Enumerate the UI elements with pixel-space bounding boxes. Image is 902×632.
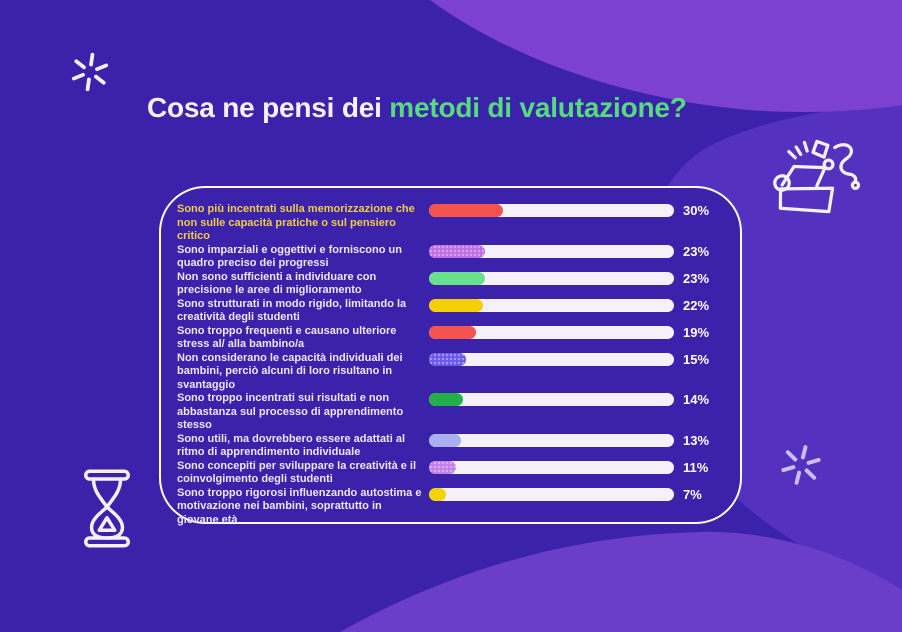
page-title: Cosa ne pensi dei metodi di valutazione? bbox=[147, 92, 767, 124]
option-percentage: 15% bbox=[683, 351, 710, 367]
bar-track bbox=[429, 352, 674, 366]
bar-track bbox=[429, 204, 674, 217]
poll-option-row: Non sono sufficienti a individuare con p… bbox=[177, 271, 726, 298]
bar-track bbox=[429, 298, 674, 312]
title-highlight: metodi di valutazione? bbox=[389, 92, 687, 123]
option-percentage: 23% bbox=[683, 243, 710, 259]
poll-option-row: Sono strutturati in modo rigido, limitan… bbox=[177, 298, 726, 325]
poll-option-row: Non considerano le capacità individuali … bbox=[177, 352, 726, 393]
poll-list: Sono più incentrati sulla memorizzazione… bbox=[161, 188, 740, 526]
option-label: Sono più incentrati sulla memorizzazione… bbox=[177, 203, 415, 242]
option-percentage: 30% bbox=[683, 203, 710, 218]
poll-option-row: Sono concepiti per sviluppare la creativ… bbox=[177, 460, 726, 487]
bar-fill bbox=[429, 204, 503, 217]
bar-fill bbox=[429, 393, 464, 406]
option-percentage: 23% bbox=[683, 270, 710, 286]
bar-track bbox=[429, 271, 674, 285]
bar-fill bbox=[429, 433, 461, 447]
bar-fill bbox=[429, 352, 466, 366]
option-label: Sono strutturati in modo rigido, limitan… bbox=[177, 297, 407, 324]
option-label: Non considerano le capacità individuali … bbox=[177, 351, 403, 391]
bar-fill bbox=[429, 325, 476, 339]
option-label: Sono troppo incentrati sui risultati e n… bbox=[177, 392, 404, 431]
bar-fill bbox=[429, 271, 486, 285]
bar-fill bbox=[429, 298, 483, 312]
option-percentage: 11% bbox=[683, 459, 709, 475]
poll-option-row: Sono utili, ma dovrebbero essere adattat… bbox=[177, 433, 726, 460]
title-prefix: Cosa ne pensi dei bbox=[147, 92, 390, 123]
option-percentage: 14% bbox=[683, 392, 710, 407]
bar-fill bbox=[429, 460, 456, 474]
option-percentage: 7% bbox=[683, 486, 702, 502]
option-label: Sono concepiti per sviluppare la creativ… bbox=[177, 459, 417, 486]
poll-option-row: Sono imparziali e oggettivi e forniscono… bbox=[177, 244, 726, 271]
option-label: Sono utili, ma dovrebbero essere adattat… bbox=[177, 432, 406, 459]
bar-fill bbox=[429, 244, 486, 258]
poll-option-row: Sono troppo frequenti e causano ulterior… bbox=[177, 325, 726, 352]
bar-track bbox=[429, 244, 674, 258]
poll-option-row: Sono più incentrati sulla memorizzazione… bbox=[177, 203, 726, 244]
option-label: Sono imparziali e oggettivi e forniscono… bbox=[177, 243, 402, 270]
results-panel: Sono più incentrati sulla memorizzazione… bbox=[159, 186, 742, 526]
option-percentage: 13% bbox=[683, 432, 710, 448]
bar-fill bbox=[429, 487, 447, 501]
bar-track bbox=[429, 393, 674, 406]
option-percentage: 19% bbox=[683, 324, 710, 340]
bar-track bbox=[429, 325, 674, 339]
option-label: Sono troppo frequenti e causano ulterior… bbox=[177, 324, 397, 351]
bar-track bbox=[429, 487, 674, 501]
poll-option-row: Sono troppo incentrati sui risultati e n… bbox=[177, 392, 726, 433]
option-percentage: 22% bbox=[683, 297, 710, 313]
option-label: Non sono sufficienti a individuare con p… bbox=[177, 270, 377, 297]
option-label: Sono troppo rigorosi influenzando autost… bbox=[177, 486, 422, 526]
bar-track bbox=[429, 460, 674, 474]
poll-option-row: Sono troppo rigorosi influenzando autost… bbox=[177, 487, 726, 528]
bar-track bbox=[429, 433, 674, 447]
